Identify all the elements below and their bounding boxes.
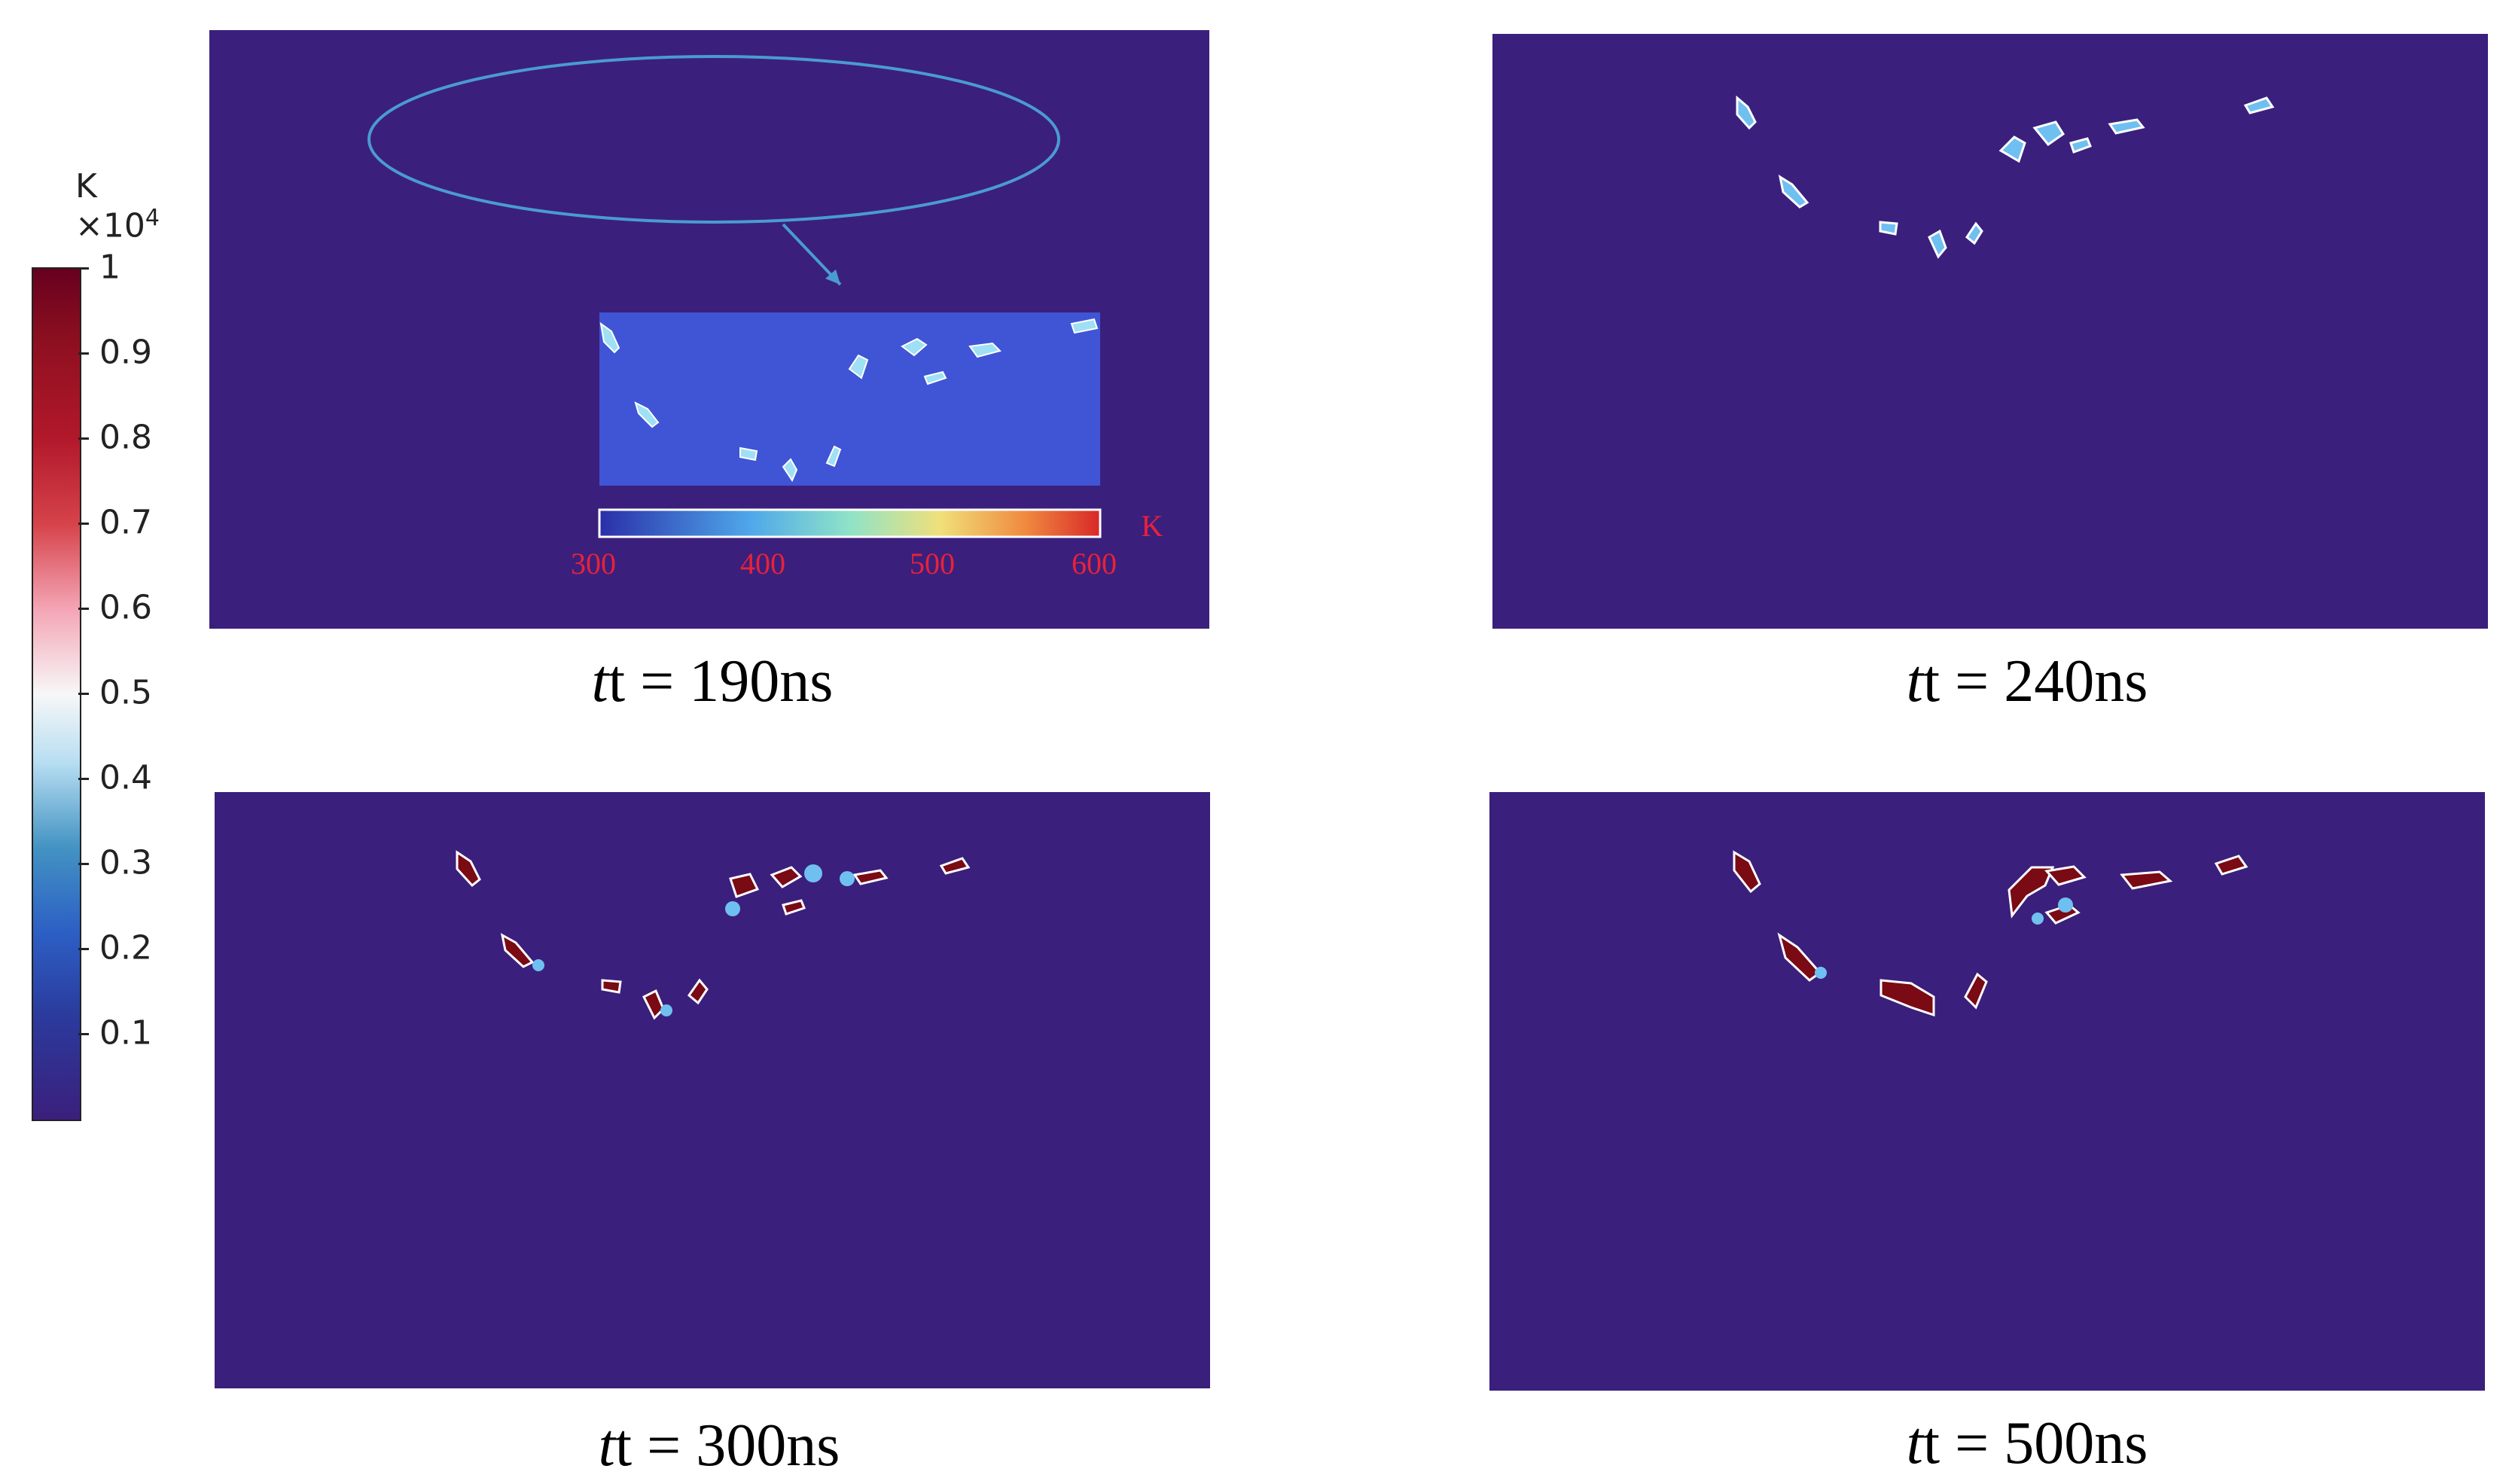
- temperature-colorbar: [32, 267, 81, 1121]
- colorbar-tick: [78, 1033, 89, 1035]
- colorbar-tick-label: 0.6: [99, 588, 152, 627]
- panel-t240: [1492, 34, 2488, 629]
- colorbar-tick: [78, 948, 89, 950]
- colorbar-tick: [78, 693, 89, 695]
- inset-tick-300: 300: [571, 547, 616, 580]
- zoom-arrow-head: [825, 270, 840, 285]
- zoom-region-ellipse: [367, 55, 1060, 224]
- colorbar-tick-label: 1: [99, 248, 120, 287]
- caption-t300: tt = 300ns: [598, 1412, 840, 1479]
- caption-t500: tt = 500ns: [1906, 1410, 2148, 1476]
- colorbar-tick: [78, 437, 89, 440]
- panel-t300-plot: [456, 850, 971, 1020]
- colorbar-tick: [78, 352, 89, 355]
- glow-t300: [532, 864, 855, 1016]
- colorbar-tick-label: 0.5: [99, 673, 152, 712]
- colorbar-multiplier: ×104: [75, 205, 160, 245]
- colorbar-tick-label: 0.4: [99, 758, 152, 797]
- hotspots-t500: [1733, 850, 2248, 1017]
- hotspots-t300: [456, 850, 971, 1020]
- inset-unit: K: [1141, 509, 1163, 543]
- panel-t190: 300 400 500 600 K: [209, 30, 1209, 629]
- panel-t240-plot: [1736, 95, 2275, 259]
- colorbar-tick-label: 0.1: [99, 1013, 152, 1053]
- colorbar-tick: [78, 523, 89, 525]
- inset-tick-400: 400: [740, 547, 785, 580]
- colorbar-tick: [78, 863, 89, 865]
- glow-t500: [1815, 897, 2073, 979]
- colorbar-tick-label: 0.9: [99, 333, 152, 372]
- colorbar-tick-label: 0.3: [99, 843, 152, 882]
- caption-t190: tt = 190ns: [591, 648, 834, 715]
- colorbar-tick: [78, 608, 89, 610]
- panel-t300: [215, 792, 1210, 1388]
- colorbar-tick: [78, 267, 89, 270]
- caption-t240: tt = 240ns: [1906, 648, 2148, 715]
- inset-tick-600: 600: [1072, 547, 1117, 580]
- colorbar-unit: K: [75, 167, 97, 206]
- zoom-inset: [599, 312, 1100, 486]
- inset-tick-500: 500: [910, 547, 955, 580]
- panel-t190-plot: [367, 55, 1102, 538]
- hotspots-t240: [1736, 95, 2275, 259]
- colorbar-tick-label: 0.8: [99, 418, 152, 457]
- panel-t500: [1489, 792, 2485, 1391]
- inset-hotspots: [599, 318, 1099, 483]
- inset-colorbar: [598, 508, 1102, 538]
- colorbar-tick: [78, 778, 89, 780]
- panel-t500-plot: [1733, 850, 2248, 1017]
- colorbar-tick-label: 0.2: [99, 928, 152, 967]
- colorbar-tick-label: 0.7: [99, 503, 152, 542]
